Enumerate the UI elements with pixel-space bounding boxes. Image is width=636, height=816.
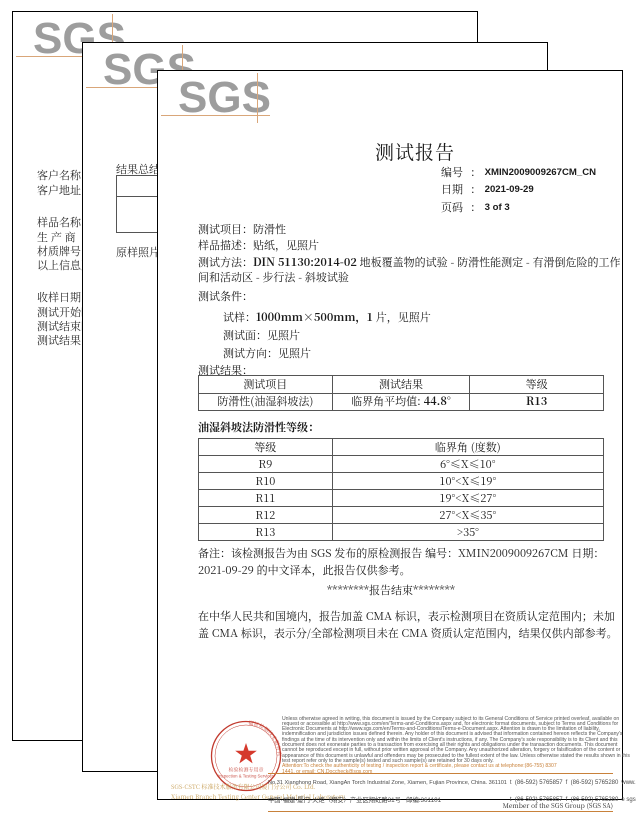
svg-text:Inspection & Testing Services: Inspection & Testing Services <box>218 774 274 779</box>
svg-text:检验检测专用章: 检验检测专用章 <box>228 767 263 774</box>
